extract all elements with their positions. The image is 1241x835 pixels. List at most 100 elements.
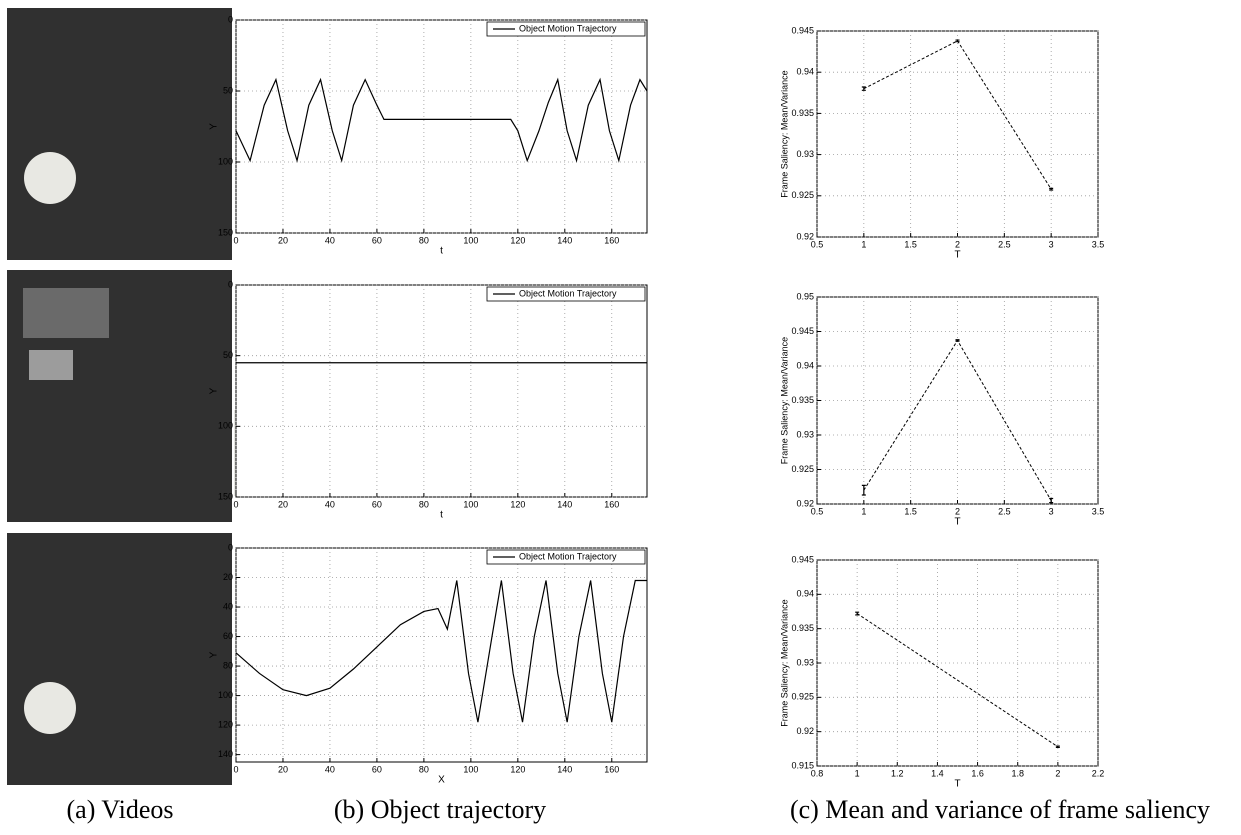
x-axis-label: X [438,775,445,786]
y-tick-label: 0 [228,542,233,552]
error-bar [1049,187,1054,191]
x-tick-label: 1.5 [904,239,917,249]
error-bar [955,39,960,43]
y-tick-label: 100 [218,421,233,431]
error-bar [1049,497,1054,504]
plot-area [816,30,1099,238]
x-tick-label: 3 [1049,239,1054,249]
y-tick-label: 120 [218,719,233,729]
video-object [24,152,76,204]
y-tick-label: 0.94 [796,67,814,77]
x-tick-label: 140 [557,764,572,774]
video-object [23,288,109,338]
x-axis-label: t [440,246,443,257]
y-axis-label: Y [209,123,220,130]
x-tick-label: 1 [861,506,866,516]
legend-box [486,286,646,302]
x-tick-label: 3 [1049,506,1054,516]
x-axis-label: T [954,779,960,790]
x-tick-label: 40 [325,764,335,774]
y-tick-label: 50 [223,85,233,95]
x-tick-label: 80 [419,235,429,245]
y-tick-label: 0.92 [796,726,814,736]
x-tick-label: 1.5 [904,506,917,516]
mean-line [856,613,1059,748]
x-tick-label: 100 [463,764,478,774]
y-tick-label: 0.935 [791,108,814,118]
y-tick-label: 0.93 [796,657,814,667]
plot-area [235,284,648,498]
y-axis-label: Y [209,651,220,658]
y-tick-label: 140 [218,749,233,759]
x-tick-label: 120 [510,235,525,245]
y-tick-label: 50 [223,350,233,360]
error-bar [855,611,860,616]
x-tick-label: 60 [372,764,382,774]
plot-area [235,547,648,763]
y-tick-label: 150 [218,491,233,501]
caption: (a) Videos [67,795,174,824]
x-tick-label: 1 [861,239,866,249]
caption: (b) Object trajectory [334,795,546,824]
y-tick-label: 100 [218,690,233,700]
x-tick-label: 160 [604,764,619,774]
x-tick-label: 2 [1055,768,1060,778]
plot-area [235,19,648,234]
x-axis-label: t [440,510,443,521]
y-tick-label: 100 [218,156,233,166]
y-tick-label: 0.93 [796,429,814,439]
y-tick-label: 0.935 [791,623,814,633]
y-axis-label: Frame Saliency: Mean/Variance [779,337,789,464]
y-tick-label: 0.945 [791,554,814,564]
x-tick-label: 60 [372,235,382,245]
trajectory-line [235,77,648,163]
y-axis-label: Y [209,387,220,394]
y-tick-label: 0.925 [791,692,814,702]
x-tick-label: 0.5 [811,239,824,249]
legend-box [486,549,646,565]
y-tick-label: 0.945 [791,25,814,35]
y-tick-label: 0.94 [796,589,814,599]
y-tick-label: 0 [228,279,233,289]
y-tick-label: 0.945 [791,326,814,336]
y-axis-label: Frame Saliency: Mean/Variance [779,599,789,726]
x-axis-label: T [954,250,960,261]
error-bar [955,339,960,342]
legend-label: Object Motion Trajectory [519,551,617,561]
error-bar [861,484,866,496]
x-tick-label: 2.5 [998,506,1011,516]
x-tick-label: 20 [278,235,288,245]
x-tick-label: 2 [955,239,960,249]
y-tick-label: 0 [228,14,233,24]
x-tick-label: 1.6 [971,768,984,778]
trajectory-line [235,579,647,723]
y-tick-label: 0.915 [791,760,814,770]
x-tick-label: 20 [278,764,288,774]
y-tick-label: 40 [223,601,233,611]
x-tick-label: 1.8 [1011,768,1024,778]
x-tick-label: 120 [510,499,525,509]
error-bar [861,86,866,91]
x-tick-label: 0 [233,235,238,245]
x-tick-label: 40 [325,235,335,245]
x-tick-label: 0 [233,764,238,774]
x-tick-label: 1.4 [931,768,944,778]
x-tick-label: 0.5 [811,506,824,516]
x-tick-label: 0.8 [811,768,824,778]
y-tick-label: 150 [218,227,233,237]
y-tick-label: 0.94 [796,360,814,370]
y-axis-label: Frame Saliency: Mean/Variance [779,70,789,197]
error-bar [1055,745,1060,749]
x-tick-label: 1 [855,768,860,778]
y-tick-label: 0.93 [796,149,814,159]
y-tick-label: 60 [223,631,233,641]
x-tick-label: 2 [955,506,960,516]
x-tick-label: 3.5 [1092,239,1105,249]
x-tick-label: 80 [419,499,429,509]
x-tick-label: 120 [510,764,525,774]
x-tick-label: 3.5 [1092,506,1105,516]
x-tick-label: 20 [278,499,288,509]
y-tick-label: 0.92 [796,231,814,241]
x-tick-label: 160 [604,499,619,509]
